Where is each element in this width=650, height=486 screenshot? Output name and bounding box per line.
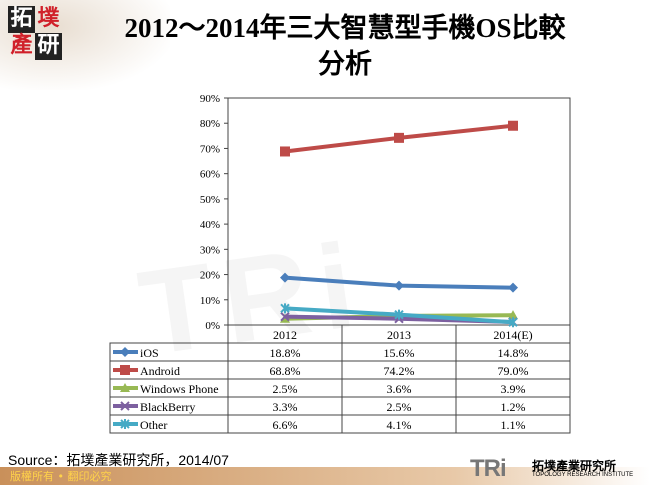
blackberry-value: 1.2% xyxy=(501,400,526,414)
brand-cn: 拓墣產業研究所 xyxy=(532,459,617,473)
ios-point xyxy=(280,272,290,283)
y-tick-label: 50% xyxy=(200,194,220,206)
other-value: 4.1% xyxy=(387,418,412,432)
other-series-label: Other xyxy=(140,418,167,432)
ios-value: 14.8% xyxy=(498,346,529,360)
other-legend-marker xyxy=(120,419,130,429)
page-title: 2012～2014年三大智慧型手機OS比較 分析 xyxy=(90,10,600,82)
brand-en: TOPOLOGY RESEARCH INSTITUTE xyxy=(532,472,634,478)
blackberry-value: 2.5% xyxy=(387,400,412,414)
footer-bar: 版權所有 • 翻印必究 xyxy=(0,467,650,485)
other-point xyxy=(280,303,290,314)
tri-logo: TRi 拓墣產業研究所 TOPOLOGY RESEARCH INSTITUTE xyxy=(470,455,633,483)
android-value: 68.8% xyxy=(270,364,301,378)
y-tick-label: 90% xyxy=(200,93,220,105)
android-point xyxy=(508,120,518,131)
logo: 拓 墣 產 研 xyxy=(8,6,62,60)
blackberry-legend-marker xyxy=(120,401,130,411)
blackberry-value: 3.3% xyxy=(273,400,298,414)
plot-area xyxy=(227,97,571,326)
other-point xyxy=(508,317,518,328)
y-tick-label: 70% xyxy=(200,143,220,155)
x-category-label: 2013 xyxy=(387,328,411,342)
brand-mark: TRi xyxy=(470,455,507,482)
logo-char: 拓 xyxy=(8,6,35,33)
android-value: 74.2% xyxy=(384,364,415,378)
other-value: 1.1% xyxy=(501,418,526,432)
android-legend-marker xyxy=(120,365,130,375)
y-tick-label: 80% xyxy=(200,118,220,130)
logo-char: 墣 xyxy=(37,6,60,31)
ios-series-label: iOS xyxy=(140,346,159,360)
logo-char: 產 xyxy=(10,33,33,58)
ios-point xyxy=(508,282,518,293)
android-point xyxy=(394,132,404,143)
y-tick-label: 40% xyxy=(200,219,220,231)
y-tick-label: 60% xyxy=(200,169,220,181)
android-value: 79.0% xyxy=(498,364,529,378)
copyright-text: 版權所有 • 翻印必究 xyxy=(10,470,112,483)
y-tick-label: 10% xyxy=(200,295,220,307)
android-series-label: Android xyxy=(140,364,180,378)
ios-value: 18.8% xyxy=(270,346,301,360)
windows-phone-legend-marker xyxy=(120,383,130,392)
y-tick-label: 0% xyxy=(205,320,220,332)
other-point xyxy=(394,309,404,320)
title-line-1: 2012～2014年三大智慧型手機OS比較 xyxy=(124,13,566,43)
windows-phone-value: 3.9% xyxy=(501,382,526,396)
windows-phone-series-label: Windows Phone xyxy=(140,382,219,396)
source-note: Source：拓墣產業研究所，2014/07 xyxy=(8,452,229,468)
logo-char: 研 xyxy=(35,33,62,60)
y-tick-label: 20% xyxy=(200,270,220,282)
blackberry-point xyxy=(280,311,290,322)
windows-phone-value: 2.5% xyxy=(273,382,298,396)
title-line-2: 分析 xyxy=(318,49,372,79)
y-tick-label: 30% xyxy=(200,244,220,256)
x-category-label: 2014(E) xyxy=(493,328,532,342)
blackberry-series-label: BlackBerry xyxy=(140,400,195,414)
x-category-label: 2012 xyxy=(273,328,297,342)
windows-phone-point xyxy=(508,310,518,320)
ios-point xyxy=(394,280,404,291)
other-value: 6.6% xyxy=(273,418,298,432)
windows-phone-value: 3.6% xyxy=(387,382,412,396)
android-point xyxy=(280,146,290,157)
ios-legend-marker xyxy=(120,347,130,357)
ios-value: 15.6% xyxy=(384,346,415,360)
